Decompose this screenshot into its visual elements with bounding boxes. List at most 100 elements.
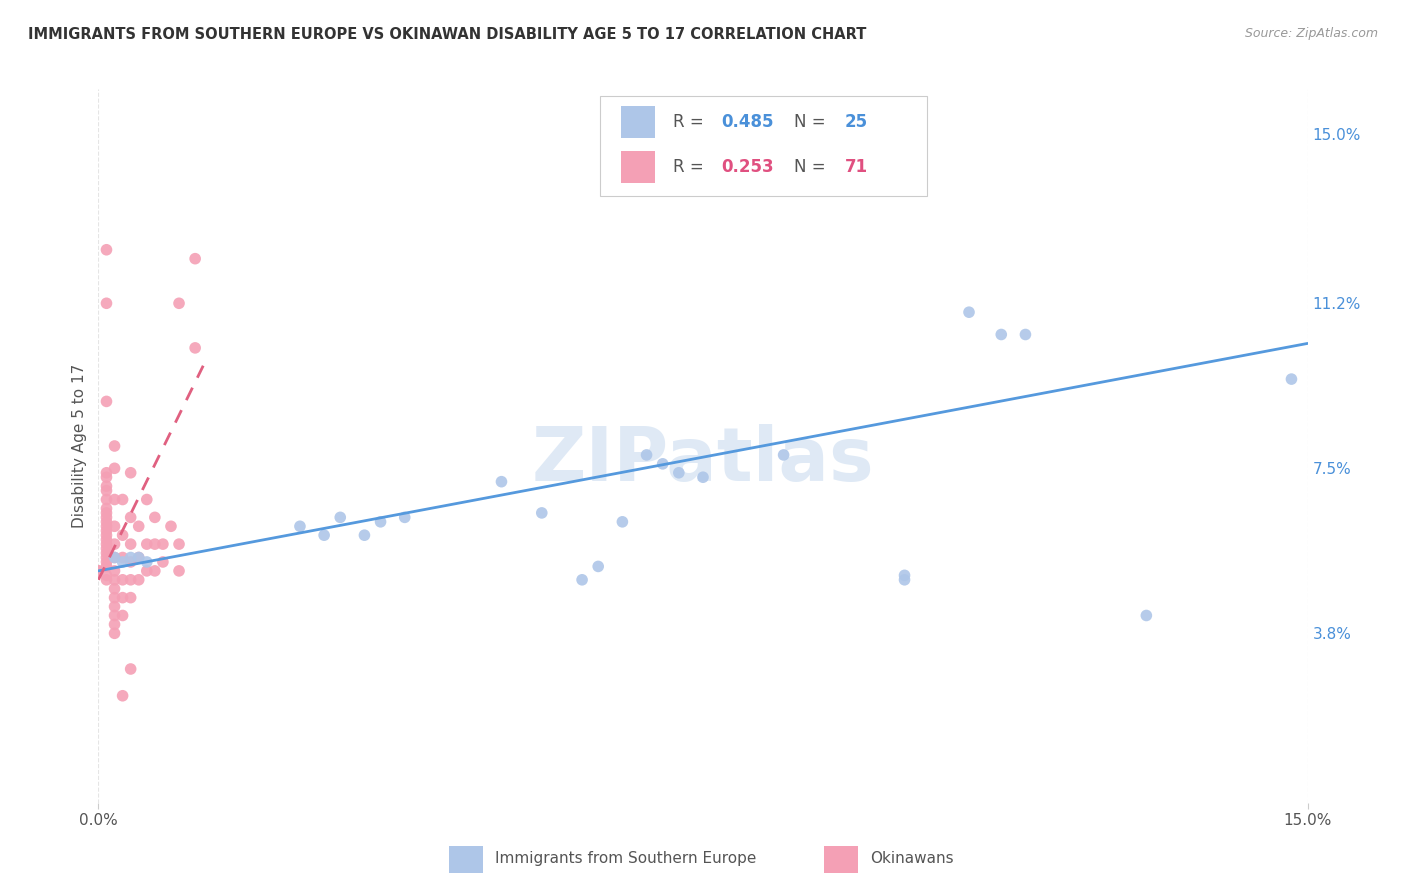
Point	[103, 617, 125, 632]
Point	[87, 564, 110, 578]
Point	[120, 510, 142, 524]
Text: 25: 25	[845, 113, 868, 131]
Point	[103, 461, 125, 475]
FancyBboxPatch shape	[621, 151, 655, 183]
Point	[96, 555, 118, 569]
Point	[111, 608, 134, 623]
Point	[96, 546, 118, 560]
Point	[96, 492, 118, 507]
Point	[111, 689, 134, 703]
Point	[692, 470, 714, 484]
Point	[1135, 608, 1157, 623]
Point	[96, 470, 118, 484]
Point	[103, 550, 125, 565]
Point	[96, 533, 118, 547]
Point	[314, 528, 336, 542]
Point	[103, 519, 125, 533]
Point	[135, 564, 157, 578]
Point	[128, 550, 150, 565]
Point	[103, 591, 125, 605]
Point	[571, 573, 593, 587]
Text: Immigrants from Southern Europe: Immigrants from Southern Europe	[495, 851, 756, 866]
Point	[96, 243, 118, 257]
Point	[120, 466, 142, 480]
Point	[143, 537, 166, 551]
Point	[813, 180, 835, 194]
FancyBboxPatch shape	[621, 106, 655, 138]
Point	[103, 573, 125, 587]
Point	[167, 296, 190, 310]
Point	[167, 564, 190, 578]
Point	[103, 608, 125, 623]
Point	[353, 528, 375, 542]
Point	[143, 564, 166, 578]
Point	[96, 524, 118, 538]
Point	[96, 537, 118, 551]
Point	[87, 564, 110, 578]
Text: ZIPatlas: ZIPatlas	[531, 424, 875, 497]
Point	[111, 528, 134, 542]
Point	[96, 515, 118, 529]
Point	[96, 466, 118, 480]
Point	[96, 568, 118, 582]
Point	[120, 591, 142, 605]
Point	[103, 439, 125, 453]
Point	[96, 479, 118, 493]
Point	[135, 492, 157, 507]
Point	[957, 305, 980, 319]
FancyBboxPatch shape	[600, 96, 927, 196]
Point	[120, 550, 142, 565]
Point	[120, 537, 142, 551]
Point	[636, 448, 658, 462]
Point	[586, 559, 609, 574]
Point	[990, 327, 1012, 342]
Point	[96, 559, 118, 574]
Point	[135, 555, 157, 569]
Point	[772, 448, 794, 462]
Point	[288, 519, 311, 533]
Point	[103, 599, 125, 614]
Point	[96, 296, 118, 310]
Point	[111, 492, 134, 507]
Point	[668, 466, 690, 480]
Point	[184, 341, 207, 355]
FancyBboxPatch shape	[449, 846, 482, 872]
Point	[651, 457, 673, 471]
Text: Okinawans: Okinawans	[870, 851, 953, 866]
Point	[1281, 372, 1303, 386]
Text: Source: ZipAtlas.com: Source: ZipAtlas.com	[1244, 27, 1378, 40]
Point	[530, 506, 553, 520]
FancyBboxPatch shape	[824, 846, 858, 872]
Point	[160, 519, 183, 533]
Point	[96, 573, 118, 587]
Point	[135, 537, 157, 551]
Point	[96, 394, 118, 409]
Point	[120, 662, 142, 676]
Text: IMMIGRANTS FROM SOUTHERN EUROPE VS OKINAWAN DISABILITY AGE 5 TO 17 CORRELATION C: IMMIGRANTS FROM SOUTHERN EUROPE VS OKINA…	[28, 27, 866, 42]
Text: N =: N =	[793, 113, 831, 131]
Point	[96, 519, 118, 533]
Point	[394, 510, 416, 524]
Point	[152, 537, 174, 551]
Text: R =: R =	[673, 158, 709, 176]
Point	[96, 501, 118, 516]
Point	[893, 573, 915, 587]
Point	[111, 550, 134, 565]
Text: 71: 71	[845, 158, 868, 176]
Point	[128, 550, 150, 565]
Text: N =: N =	[793, 158, 831, 176]
Point	[111, 555, 134, 569]
Point	[96, 528, 118, 542]
Point	[120, 555, 142, 569]
Point	[370, 515, 392, 529]
Point	[103, 537, 125, 551]
Text: 0.253: 0.253	[721, 158, 773, 176]
Y-axis label: Disability Age 5 to 17: Disability Age 5 to 17	[72, 364, 87, 528]
Point	[329, 510, 352, 524]
Point	[103, 492, 125, 507]
Point	[143, 510, 166, 524]
Point	[152, 555, 174, 569]
Point	[111, 573, 134, 587]
Point	[103, 564, 125, 578]
Point	[96, 550, 118, 565]
